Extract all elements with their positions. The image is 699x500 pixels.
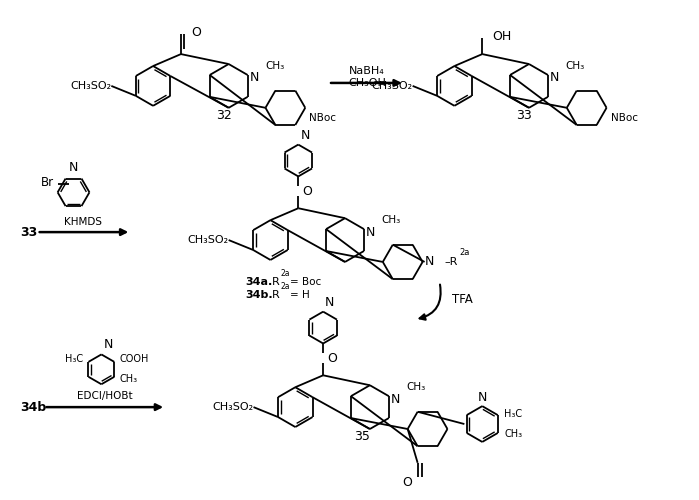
Text: O: O <box>191 26 201 38</box>
Text: 34b: 34b <box>20 400 46 413</box>
Text: 33: 33 <box>516 110 532 122</box>
Text: CH₃SO₂: CH₃SO₂ <box>372 81 412 91</box>
Text: N: N <box>550 72 559 85</box>
Text: N: N <box>391 392 401 406</box>
Text: COOH: COOH <box>120 354 149 364</box>
Text: 34a.: 34a. <box>245 277 273 287</box>
Text: 33: 33 <box>20 226 37 238</box>
Text: NBoc: NBoc <box>309 112 336 122</box>
Text: CH₃: CH₃ <box>120 374 138 384</box>
Text: CH₃: CH₃ <box>382 215 401 225</box>
Text: CH₃SO₂: CH₃SO₂ <box>187 235 229 245</box>
Text: N: N <box>366 226 375 238</box>
Text: R: R <box>271 290 279 300</box>
Text: N: N <box>424 256 434 268</box>
Text: EDCI/HOBt: EDCI/HOBt <box>77 391 132 401</box>
Text: KHMDS: KHMDS <box>64 217 103 227</box>
Text: CH₃: CH₃ <box>565 61 585 71</box>
Text: 2a: 2a <box>280 269 290 278</box>
Text: –R: –R <box>445 257 458 267</box>
Text: O: O <box>302 185 312 198</box>
Text: N: N <box>250 72 259 85</box>
Text: 32: 32 <box>216 110 231 122</box>
Text: OH: OH <box>492 30 512 43</box>
Text: 35: 35 <box>354 430 370 444</box>
Text: CH₃SO₂: CH₃SO₂ <box>212 402 254 412</box>
Text: NBoc: NBoc <box>610 112 637 122</box>
Text: = H: = H <box>290 290 310 300</box>
Text: N: N <box>477 391 487 404</box>
Text: O: O <box>402 476 412 489</box>
Text: Br: Br <box>41 176 54 189</box>
Text: 34b.: 34b. <box>245 290 273 300</box>
Text: 2a: 2a <box>280 282 290 291</box>
Text: N: N <box>325 296 335 308</box>
Text: CH₃OH: CH₃OH <box>348 78 386 88</box>
Text: CH₃: CH₃ <box>504 429 522 439</box>
Text: NaBH₄: NaBH₄ <box>349 66 384 76</box>
Text: H₃C: H₃C <box>504 409 522 419</box>
Text: H₃C: H₃C <box>66 354 83 364</box>
Text: CH₃SO₂: CH₃SO₂ <box>70 81 111 91</box>
Text: R: R <box>271 277 279 287</box>
Text: = Boc: = Boc <box>290 277 322 287</box>
Text: TFA: TFA <box>452 293 473 306</box>
Text: N: N <box>103 338 113 351</box>
Text: CH₃: CH₃ <box>266 61 284 71</box>
Text: O: O <box>327 352 337 365</box>
Text: 2a: 2a <box>459 248 470 257</box>
Text: N: N <box>301 128 310 141</box>
Text: N: N <box>69 162 78 174</box>
Text: CH₃: CH₃ <box>407 382 426 392</box>
